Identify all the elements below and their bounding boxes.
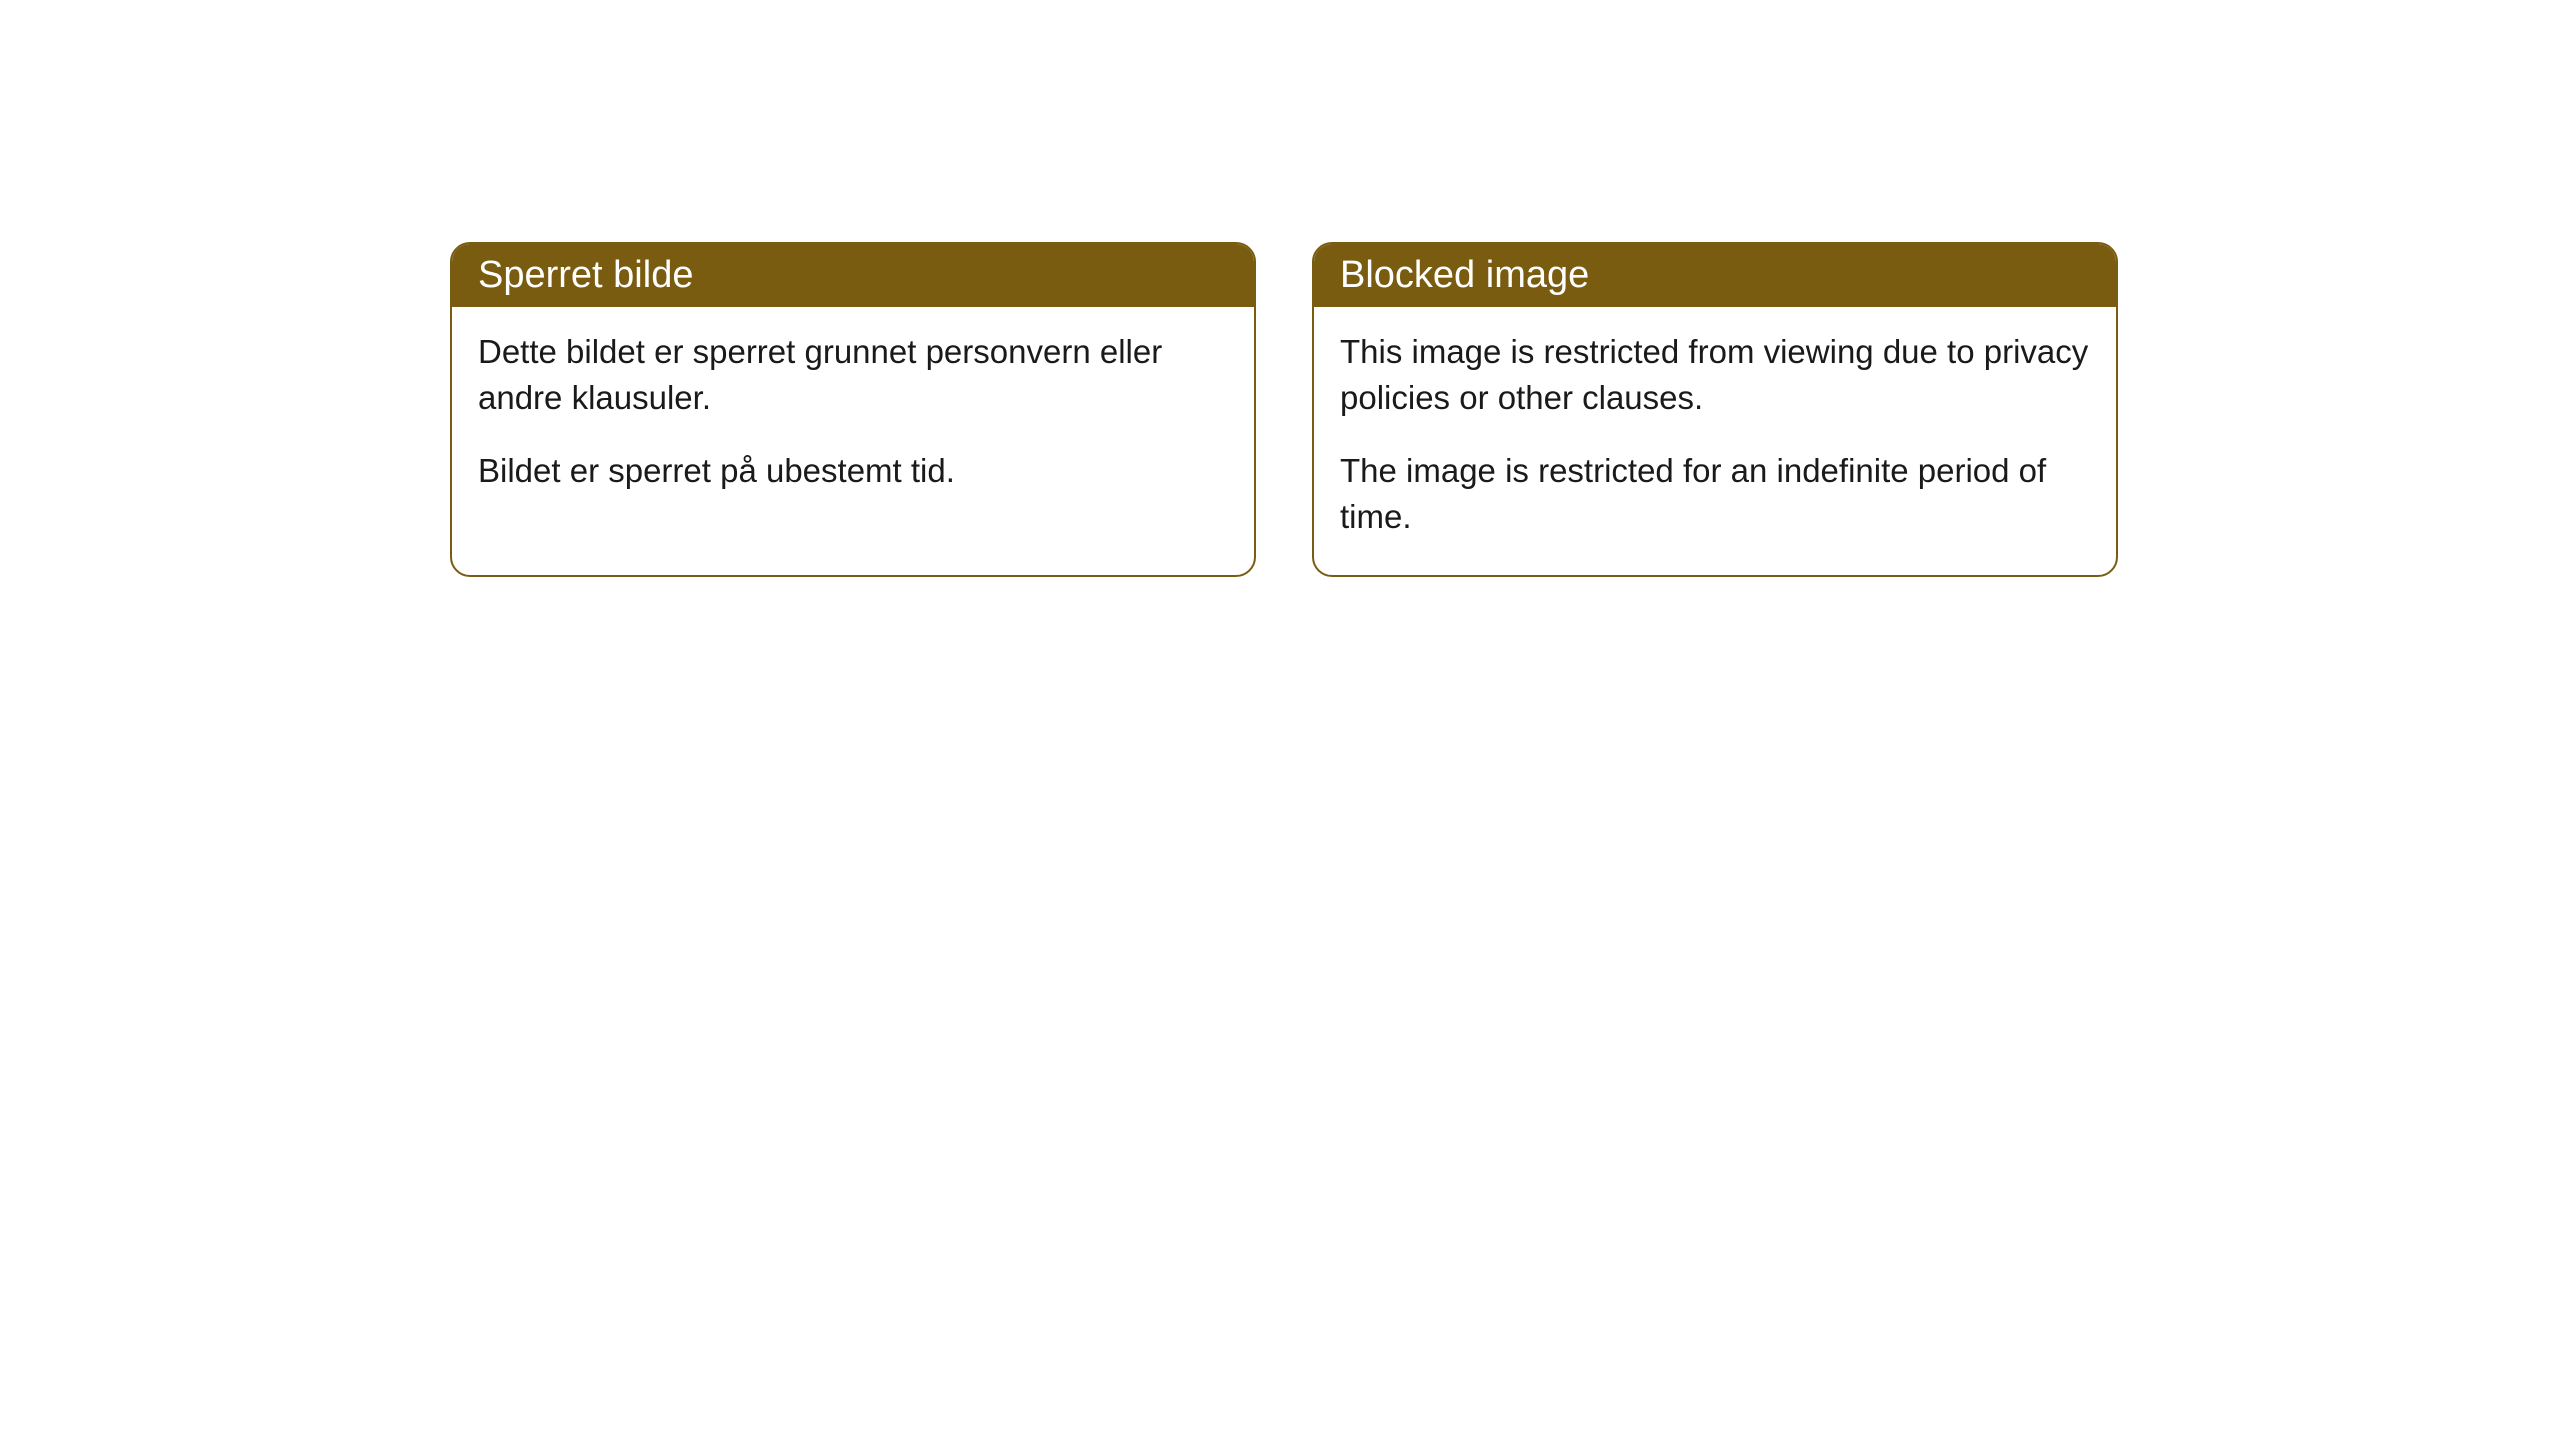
card-title-en: Blocked image	[1340, 254, 1589, 296]
card-paragraph-2-en: The image is restricted for an indefinit…	[1340, 448, 2090, 539]
card-title-no: Sperret bilde	[478, 254, 693, 296]
card-paragraph-1-en: This image is restricted from viewing du…	[1340, 329, 2090, 420]
card-header-en: Blocked image	[1314, 244, 2116, 307]
card-header-no: Sperret bilde	[452, 244, 1254, 307]
card-paragraph-2-no: Bildet er sperret på ubestemt tid.	[478, 448, 1228, 494]
blocked-image-card-no: Sperret bilde Dette bildet er sperret gr…	[450, 242, 1256, 577]
card-body-en: This image is restricted from viewing du…	[1314, 307, 2116, 575]
blocked-image-card-en: Blocked image This image is restricted f…	[1312, 242, 2118, 577]
card-body-no: Dette bildet er sperret grunnet personve…	[452, 307, 1254, 530]
cards-container: Sperret bilde Dette bildet er sperret gr…	[450, 242, 2118, 577]
card-paragraph-1-no: Dette bildet er sperret grunnet personve…	[478, 329, 1228, 420]
